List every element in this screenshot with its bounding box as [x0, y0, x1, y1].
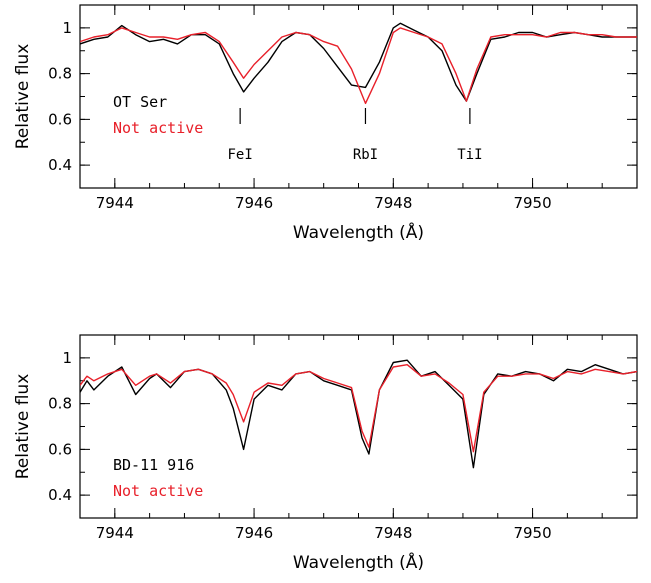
line-id-label: TiI — [457, 147, 482, 163]
x-tick-label: 7950 — [513, 524, 551, 542]
legend-entry: BD-11 916 — [113, 456, 194, 474]
legend-entry: OT Ser — [113, 93, 167, 111]
line-id-label: FeI — [227, 147, 252, 163]
x-axis-title: Wavelength (Å) — [293, 221, 424, 243]
y-tick-label: 1 — [62, 349, 72, 367]
series-line-2 — [80, 364, 637, 453]
y-tick-label: 0.4 — [48, 156, 72, 174]
legend-entry: Not active — [113, 119, 203, 137]
y-axis-title: Relative flux — [13, 44, 33, 150]
y-tick-label: 0.6 — [48, 440, 72, 458]
x-tick-label: 7950 — [513, 194, 551, 212]
x-tick-label: 7944 — [96, 194, 134, 212]
x-tick-label: 7946 — [235, 524, 273, 542]
x-axis-title: Wavelength (Å) — [293, 551, 424, 573]
line-id-label: RbI — [353, 147, 378, 163]
chart-panel-1: 7944 7946 7948 7950 0.4 0.6 0.8 1 Wavelength (Å)… — [13, 4, 638, 243]
x-tick-label: 7948 — [374, 194, 412, 212]
series-line-2 — [80, 27, 637, 105]
y-tick-label: 0.8 — [48, 65, 72, 83]
y-tick-label: 0.6 — [48, 110, 72, 128]
x-tick-label: 7944 — [96, 524, 134, 542]
y-axis-title: Relative flux — [13, 374, 33, 480]
chart-panel-2: 7944 7946 7948 7950 0.4 0.6 0.8 1 Wavelength (Å)… — [13, 334, 638, 573]
x-tick-label: 7948 — [374, 524, 412, 542]
y-tick-label: 1 — [62, 19, 72, 37]
x-tick-label: 7946 — [235, 194, 273, 212]
y-tick-label: 0.4 — [48, 486, 72, 504]
legend-entry: Not active — [113, 482, 203, 500]
y-tick-label: 0.8 — [48, 395, 72, 413]
